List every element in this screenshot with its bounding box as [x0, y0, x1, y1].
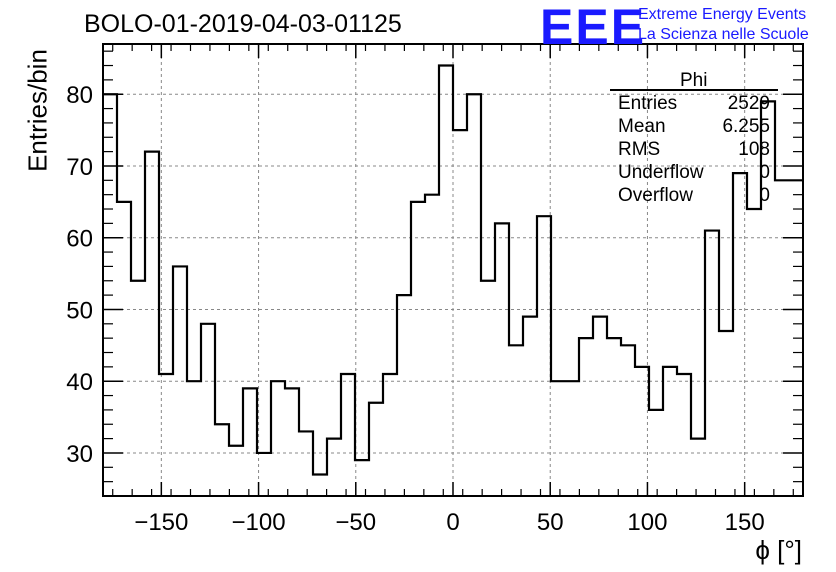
histogram-bin	[411, 202, 425, 496]
histogram-bin	[285, 388, 299, 496]
histogram-bin	[705, 231, 719, 496]
histogram-bin	[663, 367, 677, 496]
histogram-bin	[467, 94, 481, 496]
y-tick-label: 30	[66, 441, 93, 468]
histogram-bin	[509, 345, 523, 496]
stats-value: 6.255	[722, 116, 770, 137]
run-title: BOLO-01-2019-04-03-01125	[84, 10, 402, 38]
histogram-bin	[145, 152, 159, 496]
histogram-bin	[355, 460, 369, 496]
histogram-bin	[313, 474, 327, 496]
histogram-outline	[103, 64, 803, 476]
x-tick-label: 150	[725, 509, 765, 536]
histogram-bin	[537, 216, 551, 496]
eee-logo: EEE	[540, 0, 647, 55]
histogram-bin	[117, 202, 131, 496]
histogram-bin	[369, 403, 383, 496]
histogram-bin	[635, 367, 649, 496]
stats-value: 2529	[727, 93, 770, 114]
stats-value: 0	[759, 185, 770, 206]
tick-labels: −150 −100 −50 0 50 100 150 30 40 50 60 70 80	[66, 82, 764, 536]
histogram-bin	[201, 324, 215, 496]
x-tick-label: 50	[537, 509, 564, 536]
histogram-bin	[621, 345, 635, 496]
histogram-bin	[719, 331, 733, 496]
x-tick-label: 0	[446, 509, 459, 536]
histogram-bin	[397, 295, 411, 496]
histogram-bin	[565, 381, 579, 496]
stats-value: 108	[738, 139, 770, 160]
axis-ticks	[103, 44, 803, 496]
histogram-bin	[425, 195, 439, 496]
histogram-bin	[341, 374, 355, 496]
x-tick-label: 100	[627, 509, 667, 536]
histogram-bin	[439, 66, 453, 496]
histogram-bin	[691, 439, 705, 496]
stats-label: Entries	[618, 93, 678, 114]
histogram-bin	[215, 424, 229, 496]
histogram-bin	[677, 374, 691, 496]
stats-label: Underflow	[618, 162, 704, 183]
stats-value: 0	[759, 162, 770, 183]
histogram-bin	[495, 223, 509, 496]
stats-title: Phi	[680, 70, 708, 91]
histogram-bin	[243, 388, 257, 496]
y-tick-label: 60	[66, 226, 93, 253]
histogram-bin	[383, 374, 397, 496]
x-tick-label: −150	[134, 509, 188, 536]
plot-frame	[102, 43, 804, 497]
x-tick-label: −100	[232, 509, 286, 536]
histogram-bin	[453, 130, 467, 496]
stats-label: Mean	[618, 116, 666, 137]
histogram-bin	[327, 439, 341, 496]
histogram-bin	[523, 317, 537, 496]
histogram-bin	[593, 317, 607, 496]
logo-line-1: Extreme Energy Events	[638, 6, 807, 23]
y-tick-label: 50	[66, 297, 93, 324]
histogram-bin	[551, 381, 565, 496]
histogram-bin	[607, 338, 621, 496]
stats-label: RMS	[618, 139, 661, 160]
histogram-bin	[187, 381, 201, 496]
x-tick-label: −50	[335, 509, 376, 536]
logo-line-2: La Scienza nelle Scuole	[638, 26, 809, 43]
histogram-bin	[299, 431, 313, 496]
histogram-bin	[775, 180, 789, 496]
stats-label: Overflow	[618, 185, 693, 206]
histogram-bin	[131, 281, 145, 496]
y-tick-label: 70	[66, 154, 93, 181]
histogram-bin	[481, 281, 495, 496]
y-axis-title: Entries/bin	[22, 49, 53, 172]
histogram-bin	[271, 381, 285, 496]
histogram-bin	[579, 338, 593, 496]
x-axis-title: ϕ [°]	[755, 535, 802, 565]
y-tick-label: 80	[66, 82, 93, 109]
y-tick-label: 40	[66, 369, 93, 396]
